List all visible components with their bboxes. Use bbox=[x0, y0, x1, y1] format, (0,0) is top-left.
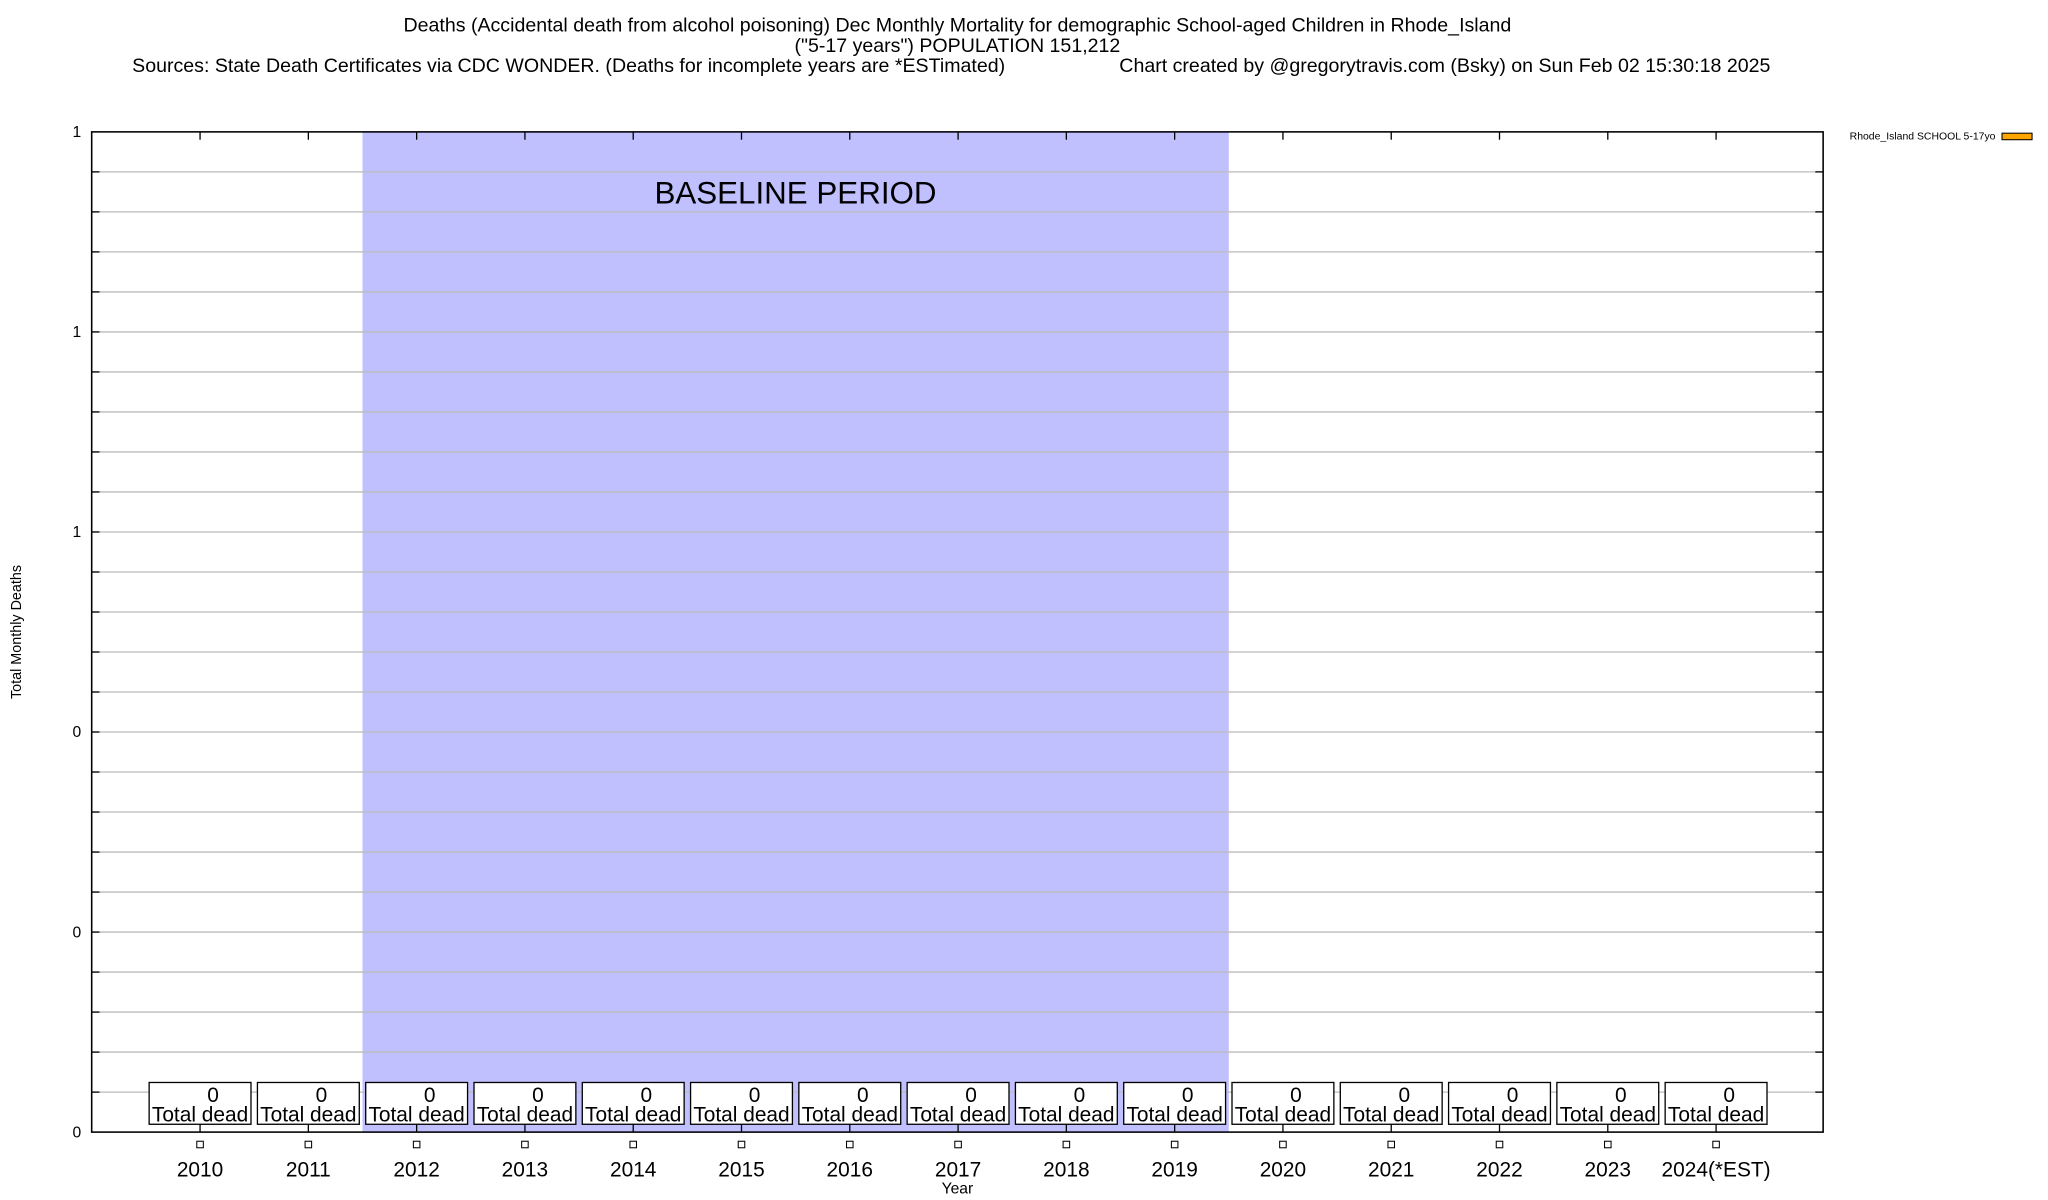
bar-label-text: Total dead bbox=[1018, 1104, 1114, 1127]
bar-label-box bbox=[689, 1081, 794, 1125]
bar-label-box bbox=[1664, 1081, 1768, 1125]
bar-label-box bbox=[906, 1081, 1010, 1125]
x-tick-label: 2023 bbox=[1585, 1158, 1631, 1181]
legend: Rhode_Island SCHOOL 5-17yo bbox=[1850, 132, 2033, 143]
y-tick-label: 1 bbox=[73, 324, 82, 341]
bar-value-label: 0 bbox=[532, 1084, 544, 1107]
bar-label-text: Total dead bbox=[477, 1104, 573, 1127]
x-point-marker bbox=[1387, 1140, 1396, 1149]
x-point-marker bbox=[521, 1140, 529, 1149]
bar-label-text: Total dead bbox=[693, 1104, 789, 1127]
bar-value-label: 0 bbox=[316, 1084, 328, 1107]
y-tick-label: 0 bbox=[73, 724, 82, 741]
bar-label-box bbox=[1339, 1081, 1443, 1125]
x-point-marker bbox=[1495, 1140, 1504, 1149]
x-point-marker bbox=[1712, 1140, 1720, 1149]
bar-label-box bbox=[148, 1081, 252, 1125]
x-point-marker bbox=[1604, 1140, 1612, 1149]
bar-label-text: Total dead bbox=[1451, 1104, 1547, 1127]
x-point-marker bbox=[412, 1140, 421, 1149]
legend-label: Rhode_Island SCHOOL 5-17yo bbox=[1850, 132, 1996, 143]
plot-border bbox=[90, 131, 1824, 1133]
chart-title-line-2: ("5-17 years") POPULATION 151,212 bbox=[794, 35, 1120, 57]
bar-value-label: 0 bbox=[965, 1084, 977, 1107]
bar-label-text: Total dead bbox=[368, 1104, 464, 1127]
y-tick-label: 0 bbox=[73, 924, 82, 941]
x-tick-label: 2016 bbox=[827, 1158, 873, 1181]
baseline-region bbox=[362, 131, 1229, 1133]
bar-value-label: 0 bbox=[424, 1084, 436, 1107]
baseline-label: BASELINE PERIOD bbox=[654, 176, 936, 211]
bar-value-label: 0 bbox=[749, 1084, 761, 1107]
bar-label-text: Total dead bbox=[1235, 1104, 1331, 1127]
x-point-marker bbox=[304, 1140, 313, 1149]
x-point-marker bbox=[737, 1140, 746, 1149]
bar-label-text: Total dead bbox=[910, 1104, 1006, 1127]
bar-label-text: Total dead bbox=[1668, 1104, 1764, 1127]
x-tick-label: 2024(*EST) bbox=[1662, 1158, 1771, 1181]
x-tick-label: 2021 bbox=[1368, 1158, 1414, 1181]
y-tick-label: 0 bbox=[73, 1124, 82, 1141]
y-tick-label: 1 bbox=[73, 524, 82, 541]
chart-sources: Sources: State Death Certificates via CD… bbox=[132, 55, 1005, 77]
x-point-marker bbox=[845, 1140, 854, 1149]
chart-credit: Chart created by @gregorytravis.com (Bsk… bbox=[1119, 55, 1770, 77]
bar-label-box bbox=[798, 1081, 902, 1125]
bar-value-label: 0 bbox=[1507, 1084, 1519, 1107]
bar-label-box bbox=[256, 1081, 360, 1125]
bar-label-box bbox=[1014, 1081, 1118, 1125]
bar-value-label: 0 bbox=[1074, 1084, 1086, 1107]
bar-label-box bbox=[473, 1081, 577, 1125]
bar-value-label: 0 bbox=[207, 1084, 219, 1107]
bar-label-text: Total dead bbox=[802, 1104, 898, 1127]
bar-label-text: Total dead bbox=[1343, 1104, 1439, 1127]
bar-label-box bbox=[1447, 1081, 1552, 1125]
x-axis-label: Year bbox=[942, 1180, 974, 1197]
bar-label-text: Total dead bbox=[152, 1104, 248, 1127]
bar-label-text: Total dead bbox=[585, 1104, 681, 1127]
bar-value-label: 0 bbox=[640, 1084, 652, 1107]
bar-value-label: 0 bbox=[1615, 1084, 1627, 1107]
x-tick-label: 2014 bbox=[610, 1158, 656, 1181]
x-point-marker bbox=[954, 1140, 962, 1149]
x-point-marker bbox=[1170, 1140, 1179, 1149]
x-tick-label: 2017 bbox=[935, 1158, 981, 1181]
x-tick-label: 2013 bbox=[502, 1158, 548, 1181]
x-tick-label: 2012 bbox=[393, 1158, 439, 1181]
x-point-marker bbox=[1062, 1140, 1071, 1149]
x-tick-label: 2020 bbox=[1260, 1158, 1306, 1181]
x-tick-label: 2010 bbox=[177, 1158, 223, 1181]
x-point-marker bbox=[1279, 1140, 1287, 1149]
bar-label-text: Total dead bbox=[1560, 1104, 1656, 1127]
y-tick-label: 1 bbox=[73, 124, 82, 141]
bar-value-label: 0 bbox=[1398, 1084, 1410, 1107]
bar-label-text: Total dead bbox=[260, 1104, 356, 1127]
x-tick-label: 2022 bbox=[1476, 1158, 1522, 1181]
chart-title-line-1: Deaths (Accidental death from alcohol po… bbox=[403, 14, 1511, 36]
x-tick-label: 2011 bbox=[286, 1158, 331, 1181]
x-tick-label: 2018 bbox=[1043, 1158, 1089, 1181]
x-point-marker bbox=[629, 1140, 637, 1149]
x-tick-label: 2015 bbox=[718, 1158, 764, 1181]
y-axis-label: Total Monthly Deaths bbox=[9, 565, 25, 699]
bar-value-label: 0 bbox=[1182, 1084, 1194, 1107]
bar-label-box bbox=[1231, 1081, 1335, 1125]
bar-value-label: 0 bbox=[1290, 1084, 1302, 1107]
legend-swatch bbox=[2001, 132, 2033, 141]
x-tick-label: 2019 bbox=[1151, 1158, 1197, 1181]
bar-label-box bbox=[365, 1081, 469, 1125]
bar-value-label: 0 bbox=[1723, 1084, 1735, 1107]
bar-label-text: Total dead bbox=[1126, 1104, 1222, 1127]
bar-value-label: 0 bbox=[857, 1084, 869, 1107]
x-point-marker bbox=[196, 1140, 204, 1149]
